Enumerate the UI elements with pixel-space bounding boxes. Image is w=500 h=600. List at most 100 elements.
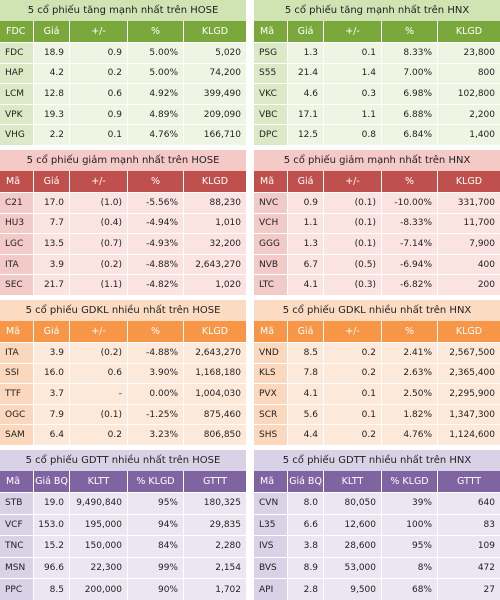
panel-title: 5 cổ phiếu tăng mạnh nhất trên HOSE xyxy=(0,0,246,21)
column-header: +/- xyxy=(70,321,128,342)
column-header: Mã xyxy=(254,171,288,192)
stock-code-cell: LCM xyxy=(0,84,34,104)
table-cell: 3.9 xyxy=(34,254,70,275)
table-cell: 12,600 xyxy=(324,514,382,536)
table-cell: 0.6 xyxy=(70,84,128,104)
table-cell: 2,154 xyxy=(184,557,246,579)
column-header: GTTT xyxy=(456,476,482,487)
column-header: KLGD xyxy=(201,326,229,337)
table-cell: (0.1) xyxy=(324,213,382,234)
table-cell: 4.4 xyxy=(288,425,324,445)
column-header: +/- xyxy=(324,171,382,192)
table-cell: 153.0 xyxy=(34,514,70,536)
stock-code-cell: DPC xyxy=(254,125,288,145)
table-cell: 9,500 xyxy=(324,579,382,600)
table-cell: (0.5) xyxy=(324,254,382,275)
table-body: STB 19.0 9,490,840 95% 180,325 VCF 153.0 195,00… xyxy=(0,492,246,600)
table-cell: 331,700 xyxy=(438,193,500,213)
table-cell: 28,600 xyxy=(324,536,382,557)
column-header: % KLGD xyxy=(382,471,438,492)
table-cell: 0.1 xyxy=(70,125,128,145)
table-cell: 39% xyxy=(382,493,438,514)
table-cell: 0.2 xyxy=(324,363,382,384)
table-body: FDC 18.9 0.9 5.00% 5,020 HAP 4.2 0.2 5.00% 74,200… xyxy=(0,42,246,145)
stock-code-cell: VBC xyxy=(254,104,288,125)
table-cell: 0.1 xyxy=(324,384,382,404)
table-cell: 399,490 xyxy=(184,84,246,104)
column-header: % xyxy=(128,21,184,42)
table-body: NVC 0.9 (0.1) -10.00% 331,700 VCH 1.1 (0.1) -8.3… xyxy=(254,192,500,295)
table-cell: 27 xyxy=(438,579,500,600)
table-cell: 1.1 xyxy=(288,213,324,234)
table-header: Mã Giá +/-% KLGD xyxy=(0,171,246,192)
table-row: L35 6.6 12,600 100% 83 xyxy=(254,513,500,536)
table-cell: 84% xyxy=(128,536,184,557)
stock-code-cell: VHG xyxy=(0,125,34,145)
table-cell: 23,800 xyxy=(438,43,500,63)
column-header: Giá xyxy=(288,321,324,342)
table-cell: 7.00% xyxy=(382,63,438,84)
table-cell: 0.9 xyxy=(288,193,324,213)
table-header: Mã Giá +/-% KLGD xyxy=(254,21,500,42)
table-row: VHG 2.2 0.1 4.76% 166,710 xyxy=(0,124,246,145)
table-cell: 195,000 xyxy=(70,514,128,536)
table-cell: 83 xyxy=(438,514,500,536)
table-cell: -4.94% xyxy=(128,213,184,234)
column-header: KLGD xyxy=(455,176,483,187)
table-cell: 12.8 xyxy=(34,84,70,104)
stock-code-cell: SCR xyxy=(254,404,288,425)
stock-code-cell: SAM xyxy=(0,425,34,445)
table-cell: 0.9 xyxy=(70,104,128,125)
table-cell: 2.63% xyxy=(382,363,438,384)
stock-code-cell: ITA xyxy=(0,254,34,275)
table-cell: 1.3 xyxy=(288,43,324,63)
table-cell: (0.7) xyxy=(70,234,128,254)
table-cell: 0.8 xyxy=(324,125,382,145)
panel-title: 5 cổ phiếu GDTT nhiều nhất trên HNX xyxy=(254,450,500,471)
table-cell: 4.92% xyxy=(128,84,184,104)
table-row: SAM 6.4 0.2 3.23% 806,850 xyxy=(0,424,246,445)
table-row: ITA 3.9 (0.2) -4.88% 2,643,270 xyxy=(0,342,246,363)
table-cell: 4.76% xyxy=(128,125,184,145)
stock-code-cell: NVB xyxy=(254,254,288,275)
column-header: +/- xyxy=(70,21,128,42)
table-cell: 0.3 xyxy=(324,84,382,104)
table-cell: 2.41% xyxy=(382,343,438,363)
table-row: VCF 153.0 195,000 94% 29,835 xyxy=(0,513,246,536)
stock-code-cell: FDC xyxy=(0,43,34,63)
table-row: SEC 21.7 (1.1) -4.82% 1,020 xyxy=(0,274,246,295)
table-cell: 6.6 xyxy=(288,514,324,536)
table-cell: 7.8 xyxy=(288,363,324,384)
column-header: KLGD xyxy=(455,326,483,337)
stock-code-cell: OGC xyxy=(0,404,34,425)
table-cell: 180,325 xyxy=(184,493,246,514)
table-cell: 2,365,400 xyxy=(438,363,500,384)
column-header: KLTT xyxy=(324,471,382,492)
table-body: PSG 1.3 0.1 8.33% 23,800 S55 21.4 1.4 7.00% 800 VK… xyxy=(254,42,500,145)
table-cell: 21.7 xyxy=(34,275,70,295)
table-cell: 80,050 xyxy=(324,493,382,514)
table-cell: 4.6 xyxy=(288,84,324,104)
table-cell: 8.9 xyxy=(288,557,324,579)
table-cell: -6.82% xyxy=(382,275,438,295)
table-cell: 8% xyxy=(382,557,438,579)
table-cell: 6.84% xyxy=(382,125,438,145)
column-header: Giá xyxy=(288,21,324,42)
table-cell: 1,020 xyxy=(184,275,246,295)
table-row: PSG 1.3 0.1 8.33% 23,800 xyxy=(254,42,500,63)
column-header: Giá BQ xyxy=(34,471,70,492)
table-header: Mã Giá BQ KLTT% KLGD GTTT xyxy=(0,471,246,492)
column-header: +/- xyxy=(70,171,128,192)
table-header: FDC Giá +/-% KLGD xyxy=(0,21,246,42)
table-cell: -6.94% xyxy=(382,254,438,275)
table-row: STB 19.0 9,490,840 95% 180,325 xyxy=(0,492,246,514)
table-cell: 400 xyxy=(438,254,500,275)
table-cell: 209,090 xyxy=(184,104,246,125)
column-header: Giá xyxy=(34,21,70,42)
panel-title: 5 cổ phiếu giảm mạnh nhất trên HOSE xyxy=(0,150,246,171)
column-header: Mã xyxy=(254,321,288,342)
table-cell: 29,835 xyxy=(184,514,246,536)
table-header: Mã Giá BQ KLTT% KLGD GTTT xyxy=(254,471,500,492)
column-header: % xyxy=(382,171,438,192)
table-row: ITA 3.9 (0.2) -4.88% 2,643,270 xyxy=(0,253,246,275)
